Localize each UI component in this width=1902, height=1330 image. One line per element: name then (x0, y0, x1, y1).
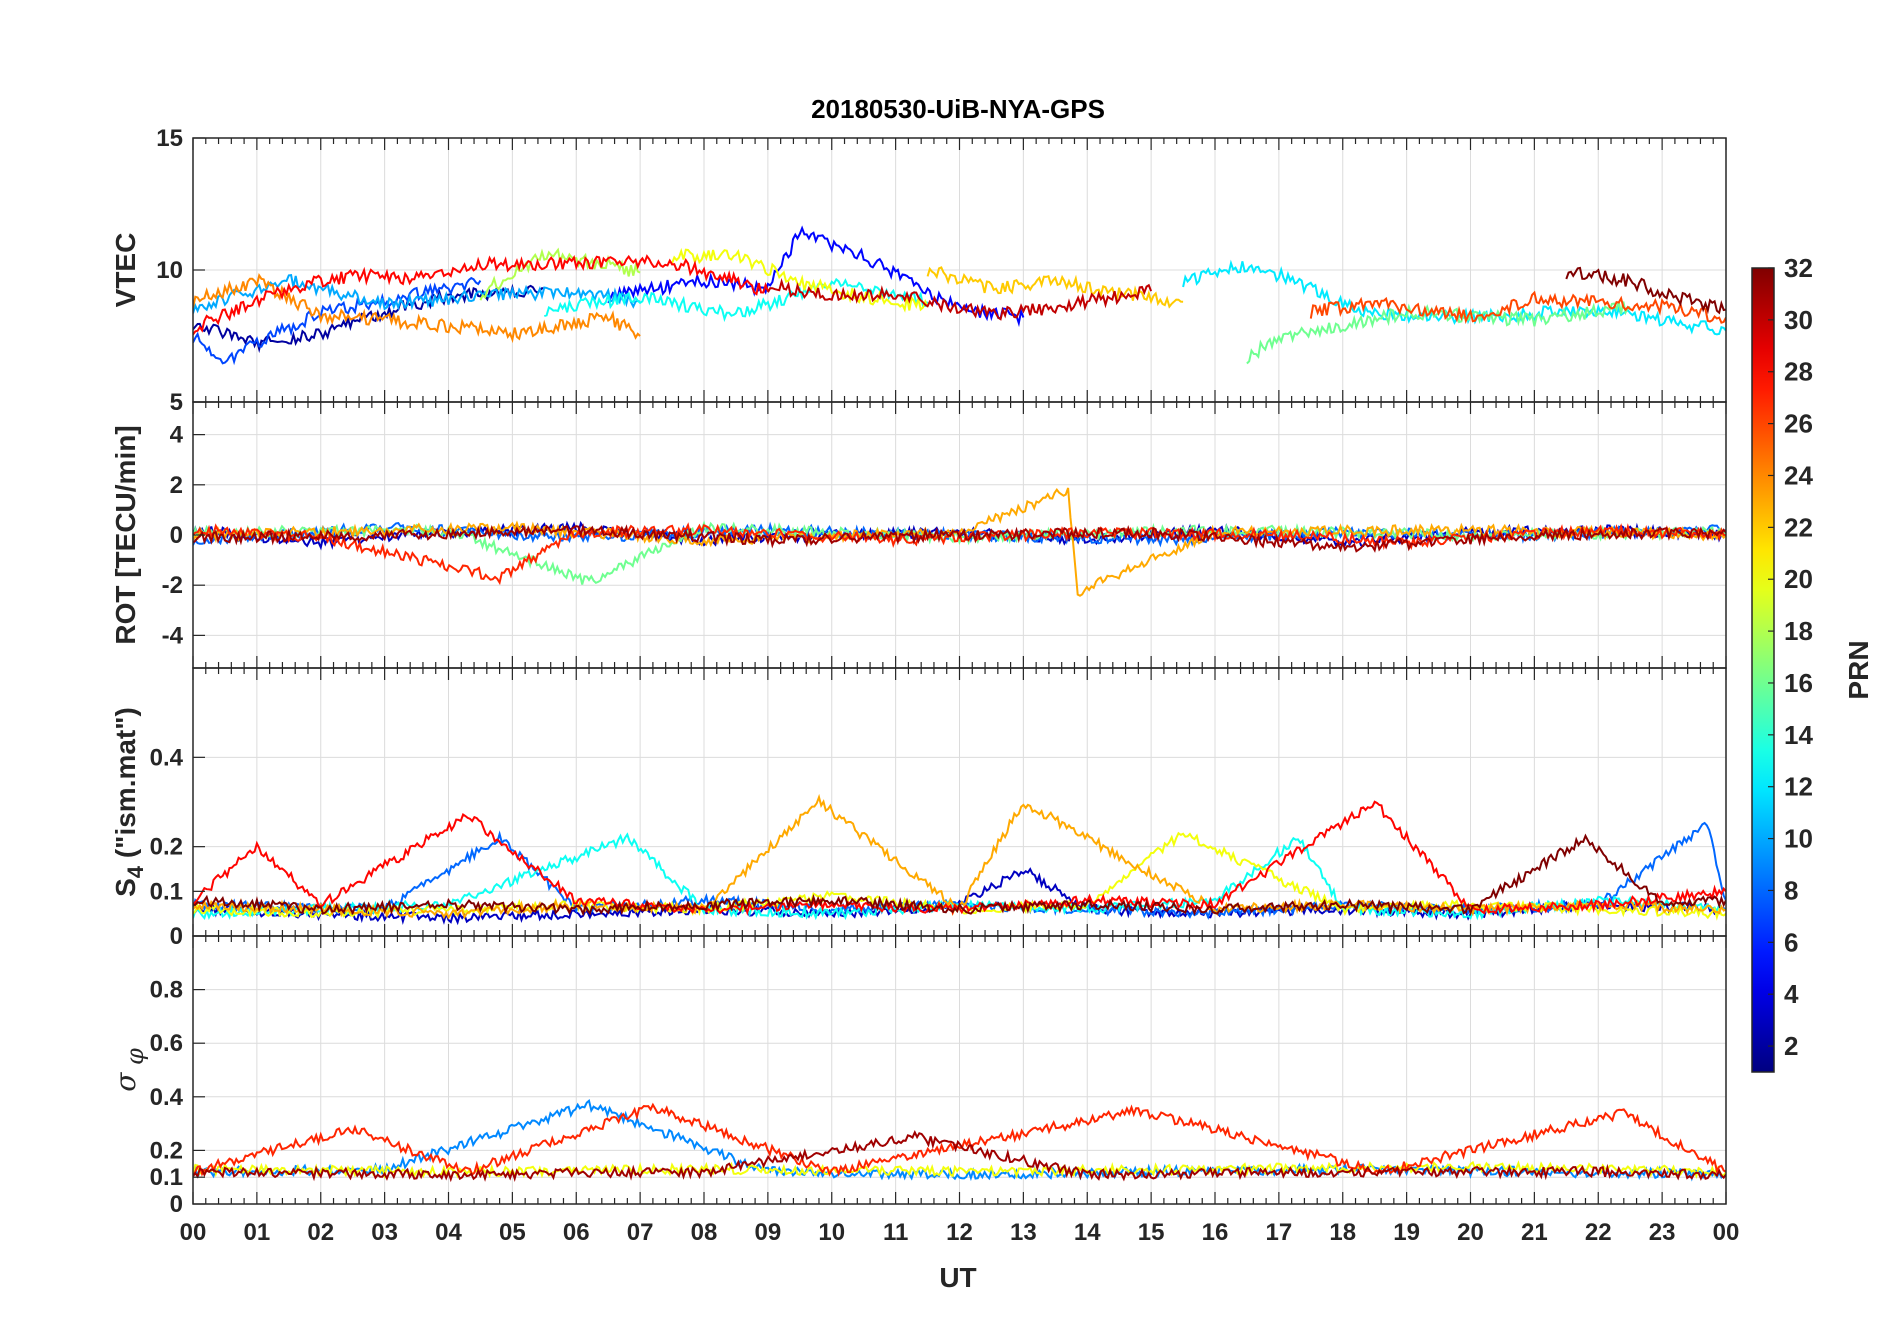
series-line-prn-20 (193, 1160, 1726, 1180)
series-line-prn-13 (544, 277, 929, 323)
colorbar-label: PRN (1843, 640, 1874, 699)
chart-title: 20180530-UiB-NYA-GPS (811, 94, 1105, 124)
x-tick-label: 15 (1138, 1219, 1165, 1246)
panel-s4: 0 0.1 0.2 0.4S4 ("ism.mat") (110, 667, 1727, 950)
series-group (193, 487, 1726, 597)
x-tick-label: 00 (180, 1219, 207, 1246)
x-tick-label: 20 (1457, 1219, 1484, 1246)
colorbar-tick-label: 2 (1784, 1031, 1798, 1061)
y-axis-label-vtec: VTEC (110, 233, 141, 308)
colorbar-tick-label: 16 (1784, 668, 1813, 698)
y-tick-label: 0 (170, 522, 183, 549)
y-tick-label: -4 (162, 622, 184, 649)
colorbar-tick-label: 22 (1784, 512, 1813, 542)
series-line-prn-20 (671, 247, 929, 313)
colorbar-tick-label: 28 (1784, 357, 1813, 387)
x-tick-label: 12 (946, 1219, 973, 1246)
y-tick-label: 0.8 (150, 977, 183, 1004)
x-tick-label: 00 (1713, 1219, 1740, 1246)
y-tick-label: 15 (156, 125, 183, 152)
x-tick-label: 16 (1202, 1219, 1229, 1246)
colorbar-tick-label: 6 (1784, 927, 1798, 957)
y-tick-label: 0.1 (150, 878, 183, 905)
x-tick-label: 10 (818, 1219, 845, 1246)
x-tick-label: 05 (499, 1219, 526, 1246)
y-tick-label: 10 (156, 257, 183, 284)
x-tick-label: 11 (883, 1219, 908, 1246)
x-tick-label: 06 (563, 1219, 590, 1246)
x-tick-label: 08 (691, 1219, 718, 1246)
y-tick-label: 0 (170, 923, 183, 950)
panel-rot: -4 -2 0 2 4 ROT [TECU/min] (110, 401, 1727, 669)
series-line-prn-31 (193, 523, 1726, 553)
y-tick-label: 5 (170, 389, 183, 416)
series-line-prn-31 (193, 1130, 1726, 1183)
x-tick-label: 07 (627, 1219, 654, 1246)
series-group (193, 1099, 1726, 1183)
x-axis-label: UT (939, 1262, 976, 1293)
series-line-prn-12 (1182, 259, 1726, 336)
x-tick-label: 17 (1266, 1219, 1293, 1246)
series-line-prn-22 (926, 266, 1184, 309)
colorbar-tick-label: 4 (1784, 979, 1799, 1009)
x-tick-label: 13 (1010, 1219, 1037, 1246)
x-tick-label: 02 (307, 1219, 334, 1246)
series-group (193, 793, 1726, 926)
colorbar-tick-label: 30 (1784, 305, 1813, 335)
x-tick-label: 19 (1393, 1219, 1420, 1246)
x-tick-label: 01 (244, 1219, 271, 1246)
series-group (193, 225, 1726, 366)
x-tick-label: 14 (1074, 1219, 1101, 1246)
y-tick-label: 0.2 (150, 1137, 183, 1164)
y-tick-label: 0.6 (150, 1030, 183, 1057)
x-tick-label: 21 (1521, 1219, 1548, 1246)
series-line-prn-32 (1565, 266, 1726, 315)
series-line-prn-9 (193, 1099, 1726, 1182)
series-line-prn-5 (607, 225, 1025, 328)
series-line-prn-27 (193, 522, 1726, 586)
y-tick-label: -2 (162, 572, 183, 599)
panel-sigma_phi: 00.10.2 0.4 0.6 0.8 σ φ (109, 935, 1727, 1218)
x-tick-label: 09 (755, 1219, 782, 1246)
x-tick-label: 04 (435, 1219, 462, 1246)
y-tick-label: 0.2 (150, 834, 183, 861)
colorbar-tick-label: 8 (1784, 875, 1798, 905)
series-line-prn-32 (193, 833, 1726, 917)
x-tick-label: 22 (1585, 1219, 1612, 1246)
y-tick-label: 0.4 (150, 1084, 184, 1111)
series-line-prn-24 (193, 273, 641, 344)
colorbar-tick-label: 10 (1784, 824, 1813, 854)
y-tick-label: 2 (170, 472, 183, 499)
colorbar-tick-label: 12 (1784, 772, 1813, 802)
x-tick-labels: 00 01 02 03 04 05 06 07 08 09 10 11 12 13 14 15 16 17 18 19… (180, 1219, 1740, 1246)
x-tick-label: 03 (371, 1219, 398, 1246)
series-line-prn-26 (1309, 290, 1726, 325)
colorbar-tick-label: 14 (1784, 720, 1813, 750)
series-line-prn-30 (767, 277, 1153, 321)
colorbar-tick-label: 26 (1784, 409, 1813, 439)
series-line-prn-28 (193, 254, 769, 336)
series-line-prn-28 (193, 800, 1726, 916)
colorbar-tick-label: 24 (1784, 460, 1813, 490)
y-tick-label: 0 (170, 1191, 183, 1218)
x-tick-label: 18 (1329, 1219, 1356, 1246)
x-tick-label: 23 (1649, 1219, 1676, 1246)
y-axis-label-s4: S4 ("ism.mat") (110, 707, 148, 897)
series-line-prn-7 (193, 276, 482, 366)
colorbar-tick-label: 18 (1784, 616, 1813, 646)
y-axis-label-sigma_phi: σ φ (109, 1048, 149, 1092)
y-tick-label: 4 (170, 422, 184, 449)
y-tick-label: 0.1 (150, 1164, 183, 1191)
series-line-prn-10 (193, 273, 641, 314)
colorbar-gradient (1751, 267, 1775, 1073)
y-tick-label: 0.4 (150, 744, 184, 771)
colorbar-tick-label: 32 (1784, 253, 1813, 283)
panel-vtec: 5 10 15 VTEC (110, 125, 1727, 416)
series-line-prn-27 (193, 1102, 1726, 1177)
colorbar-tick-label: 20 (1784, 564, 1813, 594)
y-axis-label-rot: ROT [TECU/min] (110, 425, 141, 644)
